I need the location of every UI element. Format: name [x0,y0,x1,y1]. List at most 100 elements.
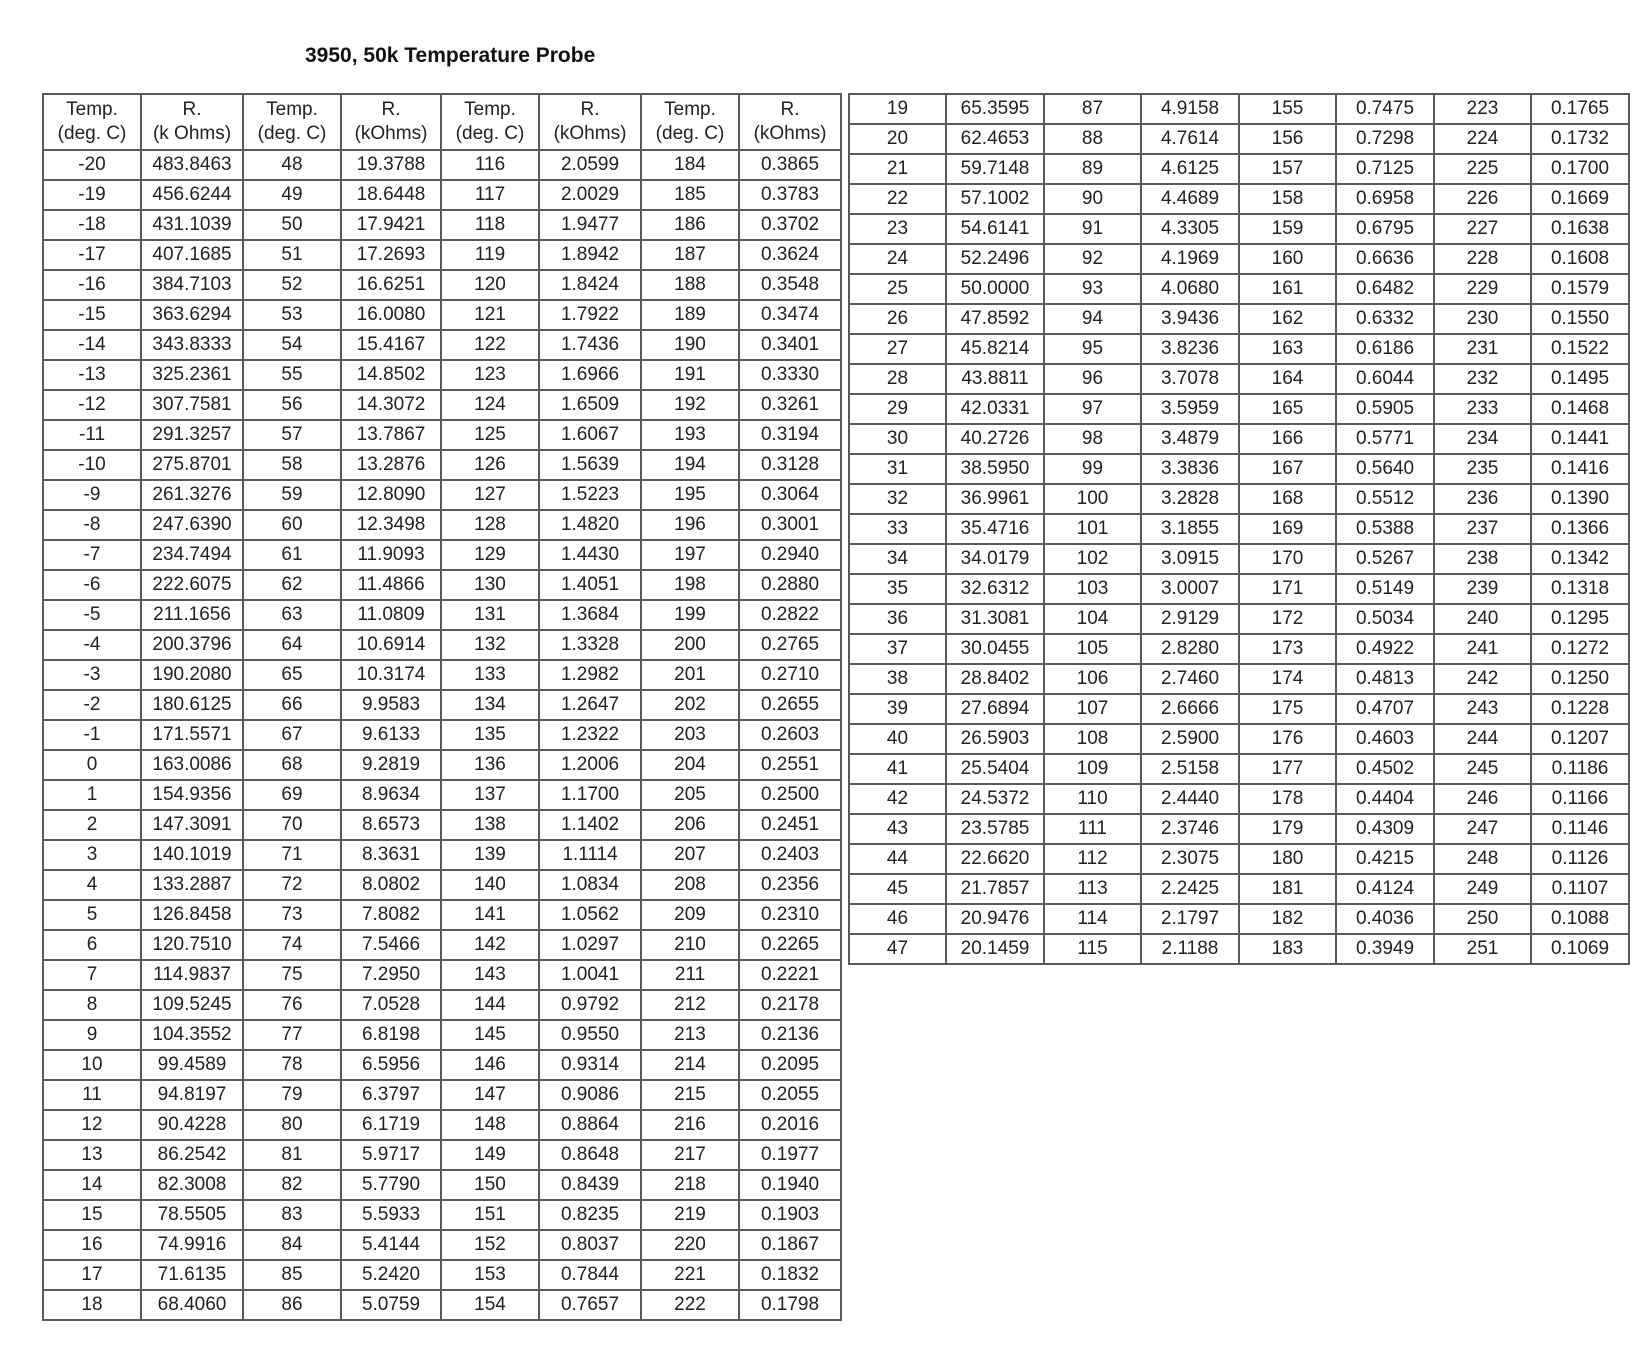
temperature-cell: 108 [1043,723,1142,755]
resistance-cell: 62.4653 [945,123,1045,155]
temperature-cell: 57 [242,419,342,451]
temperature-cell: 233 [1433,393,1532,425]
temperature-cell: 230 [1433,303,1532,335]
temperature-cell: 173 [1238,633,1337,665]
temperature-cell: 247 [1433,813,1532,845]
resistance-cell: 0.1550 [1530,303,1630,335]
resistance-cell: 114.9837 [140,959,244,991]
temperature-cell: 146 [440,1049,540,1081]
resistance-cell: 190.2080 [140,659,244,691]
temperature-cell: 103 [1043,573,1142,605]
temperature-cell: 215 [640,1079,740,1111]
table-row: 45 21.7857 113 2.2425 181 0.4124 249 0.1107 [848,873,1630,905]
temperature-cell: 178 [1238,783,1337,815]
temperature-cell: -10 [42,449,142,481]
resistance-cell: 0.2356 [738,869,842,901]
resistance-cell: 0.7125 [1335,153,1435,185]
resistance-cell: 200.3796 [140,629,244,661]
temperature-cell: 58 [242,449,342,481]
temperature-cell: 245 [1433,753,1532,785]
temperature-cell: 227 [1433,213,1532,245]
temperature-cell: -7 [42,539,142,571]
temperature-cell: 172 [1238,603,1337,635]
resistance-cell: 26.5903 [945,723,1045,755]
temperature-cell: -12 [42,389,142,421]
resistance-cell: 0.1669 [1530,183,1630,215]
resistance-cell: 1.1402 [538,809,642,841]
resistance-cell: 0.5640 [1335,453,1435,485]
temperature-cell: 49 [242,179,342,211]
temperature-cell: 150 [440,1169,540,1201]
temperature-cell: 181 [1238,873,1337,905]
resistance-cell: 0.5388 [1335,513,1435,545]
table-row: 11 94.8197 79 6.3797 147 0.9086 215 0.2055 [42,1079,842,1111]
temperature-cell: 158 [1238,183,1337,215]
resistance-cell: 20.9476 [945,903,1045,935]
resistance-cell: 2.9129 [1140,603,1240,635]
temperature-cell: 125 [440,419,540,451]
temperature-cell: 135 [440,719,540,751]
table-row: -15 363.6294 53 16.0080 121 1.7922 189 0.3474 [42,299,842,331]
temperature-cell: 101 [1043,513,1142,545]
temperature-cell: 86 [242,1289,342,1321]
temperature-cell: 208 [640,869,740,901]
temperature-cell: 176 [1238,723,1337,755]
temperature-cell: 168 [1238,483,1337,515]
temperature-cell: 36 [848,603,947,635]
temperature-cell: 199 [640,599,740,631]
resistance-cell: 2.7460 [1140,663,1240,695]
resistance-cell: 65.3595 [945,93,1045,125]
resistance-cell: 0.1272 [1530,633,1630,665]
resistance-cell: 1.2322 [538,719,642,751]
temperature-cell: 37 [848,633,947,665]
table-row: 0 163.0086 68 9.2819 136 1.2006 204 0.2551 [42,749,842,781]
resistance-cell: 0.2765 [738,629,842,661]
resistance-cell: 11.4866 [340,569,442,601]
temperature-cell: 99 [1043,453,1142,485]
temperature-cell: 129 [440,539,540,571]
temperature-cell: 238 [1433,543,1532,575]
temperature-cell: 66 [242,689,342,721]
resistance-cell: 0.2403 [738,839,842,871]
table-row: 3 140.1019 71 8.3631 139 1.1114 207 0.2403 [42,839,842,871]
temperature-cell: 219 [640,1199,740,1231]
resistance-cell: 0.8037 [538,1229,642,1261]
temperature-cell: 151 [440,1199,540,1231]
resistance-cell: 0.4309 [1335,813,1435,845]
resistance-cell: 0.1522 [1530,333,1630,365]
temperature-cell: 114 [1043,903,1142,935]
resistance-cell: 1.9477 [538,209,642,241]
temperature-cell: 34 [848,543,947,575]
resistance-cell: 0.2880 [738,569,842,601]
header-temp-1: Temp. (deg. C) [42,93,142,151]
temperature-cell: 116 [440,149,540,181]
table-row: 41 25.5404 109 2.5158 177 0.4502 245 0.1186 [848,753,1630,785]
resistance-cell: 1.8424 [538,269,642,301]
resistance-cell: 10.3174 [340,659,442,691]
temperature-cell: 91 [1043,213,1142,245]
temperature-cell: 39 [848,693,947,725]
resistance-cell: 11.0809 [340,599,442,631]
table-row: -12 307.7581 56 14.3072 124 1.6509 192 0.3261 [42,389,842,421]
resistance-cell: 180.6125 [140,689,244,721]
table-header-row: Temp. (deg. C) R. (k Ohms) Temp. (deg. C) R… [42,93,842,151]
resistance-cell: 0.1700 [1530,153,1630,185]
temperature-cell: 193 [640,419,740,451]
temperature-cell: 217 [640,1139,740,1171]
resistance-cell: 3.2828 [1140,483,1240,515]
resistance-cell: 8.0802 [340,869,442,901]
resistance-cell: 3.8236 [1140,333,1240,365]
resistance-cell: 21.7857 [945,873,1045,905]
temperature-cell: 248 [1433,843,1532,875]
resistance-cell: 36.9961 [945,483,1045,515]
resistance-cell: 0.1732 [1530,123,1630,155]
table-row: 20 62.4653 88 4.7614 156 0.7298 224 0.1732 [848,123,1630,155]
resistance-cell: 30.0455 [945,633,1045,665]
temperature-cell: 26 [848,303,947,335]
table-row: 23 54.6141 91 4.3305 159 0.6795 227 0.1638 [848,213,1630,245]
resistance-cell: 0.4707 [1335,693,1435,725]
temperature-cell: 241 [1433,633,1532,665]
resistance-cell: 13.2876 [340,449,442,481]
table-row: -17 407.1685 51 17.2693 119 1.8942 187 0.3624 [42,239,842,271]
resistance-cell: 1.0834 [538,869,642,901]
